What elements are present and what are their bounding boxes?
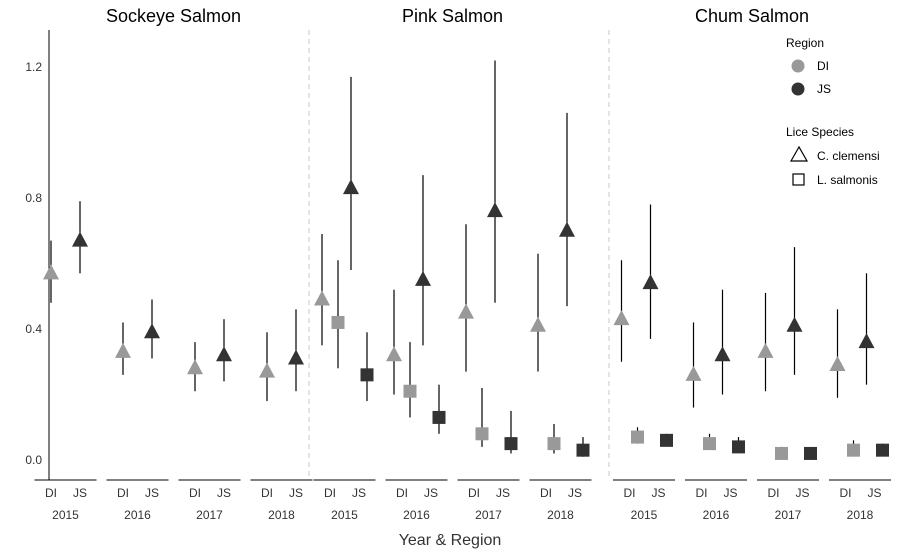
x-tick-label: JS <box>352 486 366 500</box>
square-point <box>504 437 518 451</box>
triangle-point <box>187 359 203 375</box>
panel-title: Sockeye Salmon <box>106 6 241 26</box>
legend-region-label: DI <box>817 59 829 73</box>
x-tick-label: DI <box>189 486 201 500</box>
legend-species-title: Lice Species <box>786 125 854 139</box>
triangle-point <box>115 342 131 358</box>
x-tick-label: DI <box>624 486 636 500</box>
x-tick-label: JS <box>145 486 159 500</box>
panel-title: Pink Salmon <box>402 6 503 26</box>
y-tick-label: 1.2 <box>25 60 42 74</box>
legend-region-key <box>791 82 805 96</box>
x-tick-label: DI <box>840 486 852 500</box>
triangle-point <box>858 333 875 349</box>
panel-title: Chum Salmon <box>695 6 809 26</box>
x-tick-label: DI <box>396 486 408 500</box>
triangle-point <box>714 346 731 362</box>
triangle-point <box>757 342 774 358</box>
triangle-point <box>144 323 160 339</box>
square-point <box>475 427 489 441</box>
year-label: 2018 <box>547 508 574 522</box>
x-tick-label: JS <box>217 486 231 500</box>
square-point <box>804 446 817 460</box>
x-tick-label: JS <box>795 486 809 500</box>
legend-square-key <box>792 173 805 186</box>
square-point <box>432 410 446 424</box>
triangle-point <box>829 356 846 372</box>
year-label: 2018 <box>268 508 295 522</box>
legend-triangle-key <box>789 145 809 162</box>
year-label: 2015 <box>631 508 658 522</box>
y-tick-label: 0.0 <box>25 453 42 467</box>
year-label: 2016 <box>124 508 151 522</box>
year-label: 2017 <box>475 508 502 522</box>
x-tick-label: DI <box>696 486 708 500</box>
x-tick-label: JS <box>723 486 737 500</box>
triangle-point <box>786 316 803 332</box>
legend-region-key <box>791 59 805 73</box>
legend-region-label: JS <box>817 82 831 96</box>
triangle-point <box>72 231 88 247</box>
x-axis-title: Year & Region <box>399 532 502 549</box>
triangle-point <box>259 362 275 378</box>
triangle-point <box>415 270 431 286</box>
triangle-point <box>343 179 359 195</box>
x-tick-label: JS <box>424 486 438 500</box>
square-point <box>631 430 644 444</box>
square-point <box>847 443 860 457</box>
legend-species-label: L. salmonis <box>817 173 878 187</box>
x-tick-label: JS <box>289 486 303 500</box>
triangle-point <box>458 303 474 319</box>
y-tick-label: 0.4 <box>25 322 42 336</box>
x-tick-label: DI <box>540 486 552 500</box>
x-tick-label: JS <box>867 486 881 500</box>
square-point <box>876 443 889 457</box>
x-tick-label: JS <box>496 486 510 500</box>
x-tick-label: JS <box>568 486 582 500</box>
square-point <box>660 433 673 447</box>
year-label: 2016 <box>703 508 730 522</box>
x-tick-label: DI <box>261 486 273 500</box>
triangle-point <box>43 264 59 280</box>
x-tick-label: DI <box>468 486 480 500</box>
square-point <box>576 443 590 457</box>
legend-region-title: Region <box>786 36 824 50</box>
triangle-point <box>216 346 232 362</box>
triangle-point <box>288 349 304 365</box>
year-label: 2015 <box>331 508 358 522</box>
x-tick-label: DI <box>117 486 129 500</box>
triangle-point <box>685 365 702 381</box>
square-point <box>403 384 417 398</box>
x-tick-label: DI <box>768 486 780 500</box>
legend-species-label: C. clemensi <box>817 149 880 163</box>
square-point <box>703 437 716 451</box>
x-tick-label: DI <box>324 486 336 500</box>
triangle-point <box>314 290 330 306</box>
square-point <box>360 368 374 382</box>
square-point <box>732 440 745 454</box>
triangle-point <box>642 274 659 290</box>
year-label: 2016 <box>403 508 430 522</box>
square-point <box>547 437 561 451</box>
y-tick-label: 0.8 <box>25 191 42 205</box>
year-label: 2018 <box>847 508 874 522</box>
square-point <box>775 446 788 460</box>
year-label: 2015 <box>52 508 79 522</box>
triangle-point <box>386 346 402 362</box>
x-tick-label: JS <box>651 486 665 500</box>
triangle-point <box>613 310 630 326</box>
year-label: 2017 <box>196 508 223 522</box>
triangle-point <box>530 316 546 332</box>
x-tick-label: DI <box>45 486 57 500</box>
year-label: 2017 <box>775 508 802 522</box>
square-point <box>331 315 345 329</box>
x-tick-label: JS <box>73 486 87 500</box>
triangle-point <box>487 202 503 218</box>
triangle-point <box>559 221 575 237</box>
